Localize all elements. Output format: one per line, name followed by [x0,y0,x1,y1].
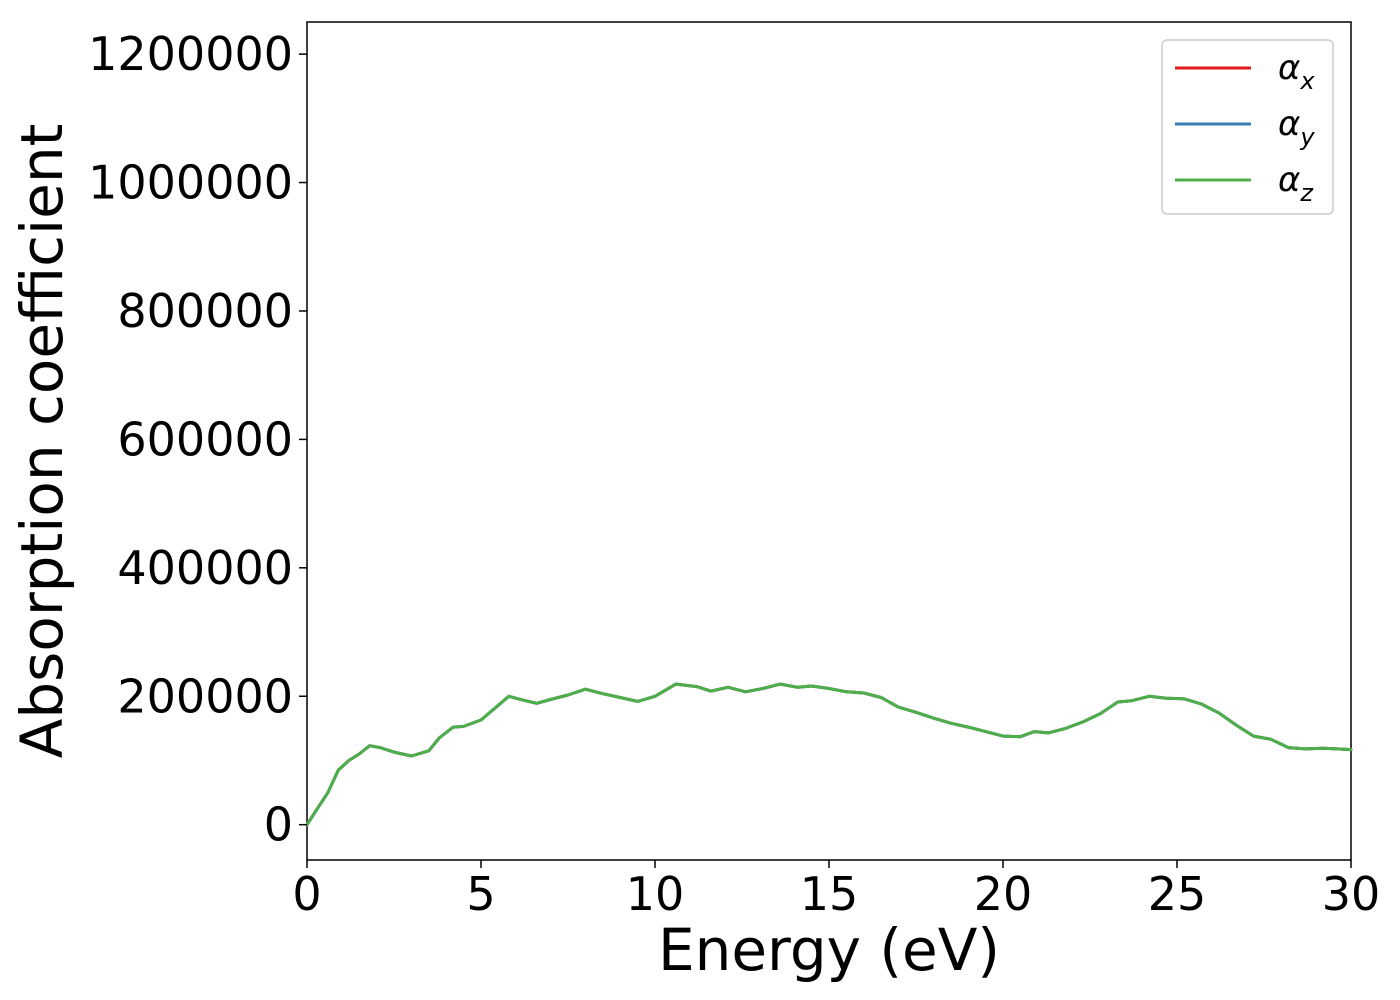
x-tick-label: 25 [1148,867,1207,921]
y-tick-label: 400000 [117,541,293,595]
legend-box [1161,39,1334,215]
x-tick-label: 20 [974,867,1033,921]
y-tick-label: 1000000 [88,156,293,210]
x-tick-label: 10 [626,867,685,921]
y-tick-label: 1200000 [88,27,293,81]
x-tick-label: 5 [466,867,495,921]
series-line-z [305,682,1353,827]
legend-label-symbol: α [1278,160,1300,200]
y-tick-label: 200000 [117,669,293,723]
legend-label-subscript: y [1299,123,1315,151]
legend-label-subscript: x [1299,67,1315,95]
series-layer [305,682,1353,827]
legend-label-z: αz [1278,160,1314,207]
legend-label-symbol: α [1278,104,1300,144]
x-axis-ticks: 0 5 10 15 20 25 30 [292,860,1380,921]
x-tick-label: 0 [292,867,321,921]
y-tick-label: 600000 [117,412,293,466]
legend-label-y: αy [1278,104,1315,151]
x-tick-label: 15 [800,867,859,921]
legend-label-subscript: z [1299,179,1314,207]
y-tick-label: 800000 [117,284,293,338]
x-tick-label: 30 [1322,867,1381,921]
y-axis-ticks: 0 200000 400000 600000 800000 1000000 1200000 [88,27,307,852]
legend-label-x: αx [1278,48,1315,95]
y-axis-label: Absorption coefficient [8,124,76,759]
x-axis-label: Energy (eV) [658,916,1000,984]
legend-label-symbol: α [1278,48,1300,88]
y-tick-label: 0 [264,798,293,852]
